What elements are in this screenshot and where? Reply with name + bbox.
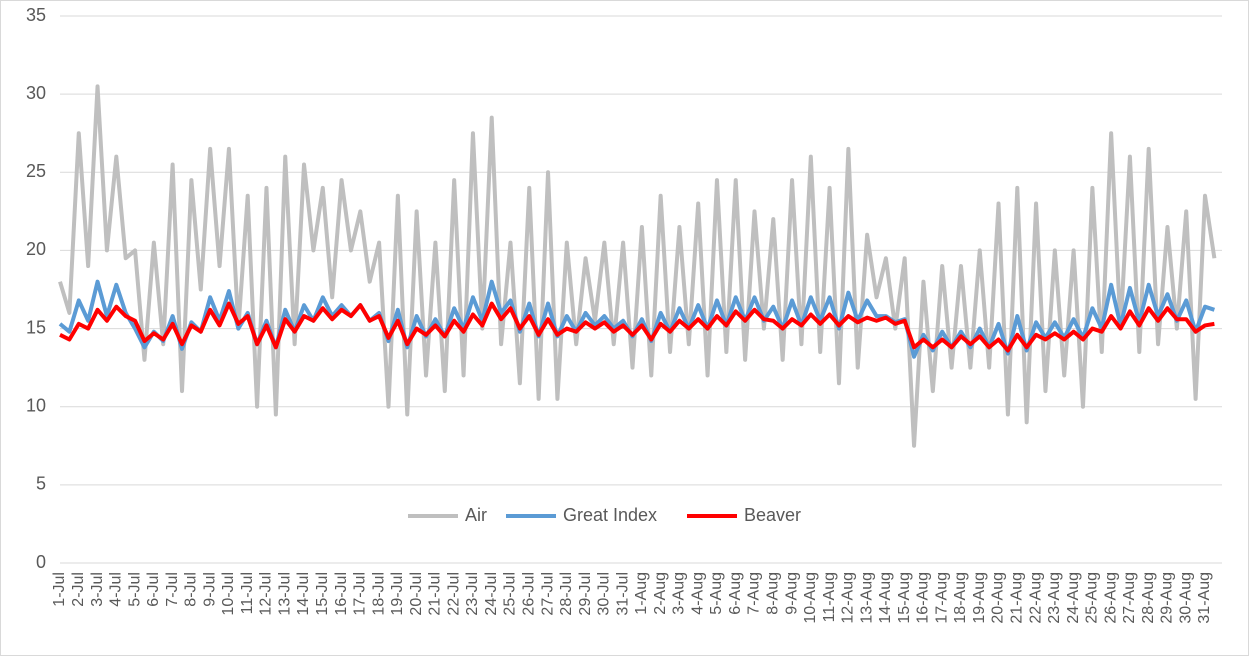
x-tick-label: 16-Aug — [915, 572, 932, 624]
x-tick-label: 26-Jul — [520, 572, 537, 616]
x-tick-label: 7-Aug — [746, 572, 763, 615]
x-tick-label: 3-Aug — [671, 572, 688, 615]
x-tick-label: 9-Aug — [783, 572, 800, 615]
legend-label: Great Index — [563, 505, 657, 525]
x-tick-label: 18-Jul — [370, 572, 387, 616]
x-tick-label: 31-Jul — [614, 572, 631, 616]
x-tick-label: 11-Aug — [821, 572, 838, 622]
legend-label: Air — [465, 505, 487, 525]
y-tick-label: 20 — [26, 239, 46, 259]
x-tick-label: 4-Aug — [689, 572, 706, 615]
y-tick-label: 0 — [36, 552, 46, 572]
y-tick-label: 25 — [26, 161, 46, 181]
series-line — [58, 84, 1217, 448]
x-tick-label: 8-Aug — [764, 572, 781, 615]
y-tick-label: 30 — [26, 83, 46, 103]
x-tick-label: 21-Aug — [1009, 572, 1026, 624]
x-tick-label: 12-Aug — [840, 572, 857, 624]
x-tick-label: 17-Aug — [933, 572, 950, 624]
x-tick-label: 3-Jul — [89, 572, 106, 607]
legend-label: Beaver — [744, 505, 801, 525]
x-tick-label: 5-Aug — [708, 572, 725, 615]
x-tick-label: 14-Aug — [877, 572, 894, 624]
x-tick-label: 20-Aug — [990, 572, 1007, 624]
x-tick-label: 28-Jul — [558, 572, 575, 616]
x-tick-label: 24-Jul — [483, 572, 500, 616]
x-tick-label: 8-Jul — [183, 572, 200, 607]
x-tick-label: 23-Jul — [464, 572, 481, 616]
x-tick-label: 15-Aug — [896, 572, 913, 624]
x-tick-label: 19-Aug — [971, 572, 988, 624]
x-tick-label: 13-Jul — [276, 572, 293, 616]
x-tick-label: 23-Aug — [1046, 572, 1063, 624]
x-tick-label: 7-Jul — [164, 572, 181, 607]
x-tick-label: 15-Jul — [314, 572, 331, 616]
x-tick-label: 10-Aug — [802, 572, 819, 624]
x-tick-label: 27-Jul — [539, 572, 556, 616]
x-tick-label: 27-Aug — [1121, 572, 1138, 624]
series-line — [59, 301, 1215, 353]
x-tick-label: 24-Aug — [1065, 572, 1082, 624]
x-tick-label: 5-Jul — [126, 572, 143, 607]
x-tick-label: 12-Jul — [258, 572, 275, 616]
x-tick-label: 6-Aug — [727, 572, 744, 615]
x-tick-label: 13-Aug — [858, 572, 875, 624]
x-tick-label: 26-Aug — [1102, 572, 1119, 624]
y-tick-label: 10 — [26, 395, 46, 415]
x-tick-label: 11-Jul — [239, 572, 256, 614]
x-tick-label: 6-Jul — [145, 572, 162, 607]
y-tick-label: 5 — [36, 474, 46, 494]
x-tick-label: 20-Jul — [408, 572, 425, 616]
x-tick-label: 4-Jul — [108, 572, 125, 607]
x-tick-label: 2-Jul — [70, 572, 87, 607]
x-tick-label: 31-Aug — [1196, 572, 1213, 624]
x-tick-label: 21-Jul — [427, 572, 444, 616]
y-tick-label: 35 — [26, 5, 46, 25]
x-tick-label: 25-Aug — [1084, 572, 1101, 624]
x-tick-label: 25-Jul — [502, 572, 519, 616]
x-tick-label: 22-Jul — [445, 572, 462, 616]
x-tick-label: 2-Aug — [652, 572, 669, 615]
x-tick-label: 9-Jul — [201, 572, 218, 607]
x-tick-label: 22-Aug — [1027, 572, 1044, 624]
x-tick-label: 1-Aug — [633, 572, 650, 615]
x-tick-label: 10-Jul — [220, 572, 237, 616]
x-tick-label: 18-Aug — [952, 572, 969, 624]
x-tick-label: 16-Jul — [333, 572, 350, 616]
x-tick-label: 17-Jul — [352, 572, 369, 616]
y-tick-label: 15 — [26, 317, 46, 337]
x-tick-label: 30-Aug — [1177, 572, 1194, 624]
x-tick-label: 30-Jul — [596, 572, 613, 616]
x-tick-label: 29-Jul — [577, 572, 594, 616]
x-tick-label: 14-Jul — [295, 572, 312, 616]
x-tick-label: 28-Aug — [1140, 572, 1157, 624]
x-tick-label: 1-Jul — [51, 572, 68, 607]
x-tick-label: 19-Jul — [389, 572, 406, 616]
x-tick-label: 29-Aug — [1159, 572, 1176, 624]
